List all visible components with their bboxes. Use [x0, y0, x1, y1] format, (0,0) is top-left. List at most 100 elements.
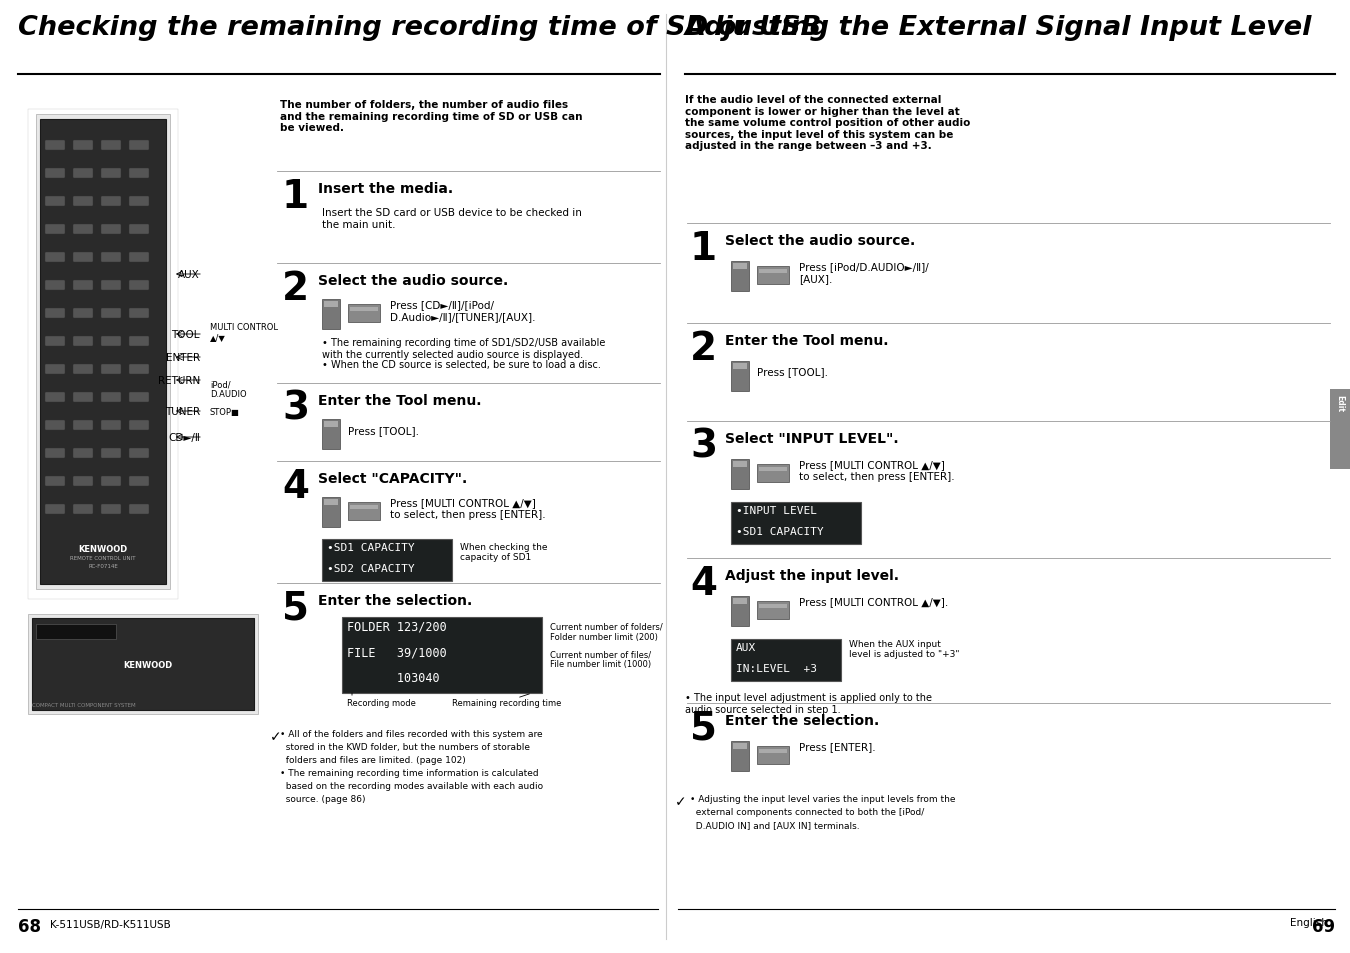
FancyBboxPatch shape	[45, 336, 65, 347]
FancyBboxPatch shape	[101, 476, 122, 486]
Text: source. (page 86): source. (page 86)	[279, 794, 366, 803]
FancyBboxPatch shape	[73, 169, 93, 179]
Text: Press [MULTI CONTROL ▲/▼].: Press [MULTI CONTROL ▲/▼].	[799, 597, 948, 606]
Bar	[733, 264, 747, 270]
FancyBboxPatch shape	[101, 504, 122, 515]
Text: • The remaining recording time of SD1/SD2/USB available
with the currently selec: • The remaining recording time of SD1/SD…	[323, 337, 605, 359]
FancyBboxPatch shape	[130, 365, 148, 375]
Bar	[1330, 390, 1350, 470]
FancyBboxPatch shape	[130, 420, 148, 431]
FancyBboxPatch shape	[73, 309, 93, 318]
Bar	[730, 597, 749, 626]
Text: folders and files are limited. (page 102): folders and files are limited. (page 102…	[279, 755, 466, 764]
FancyBboxPatch shape	[101, 336, 122, 347]
FancyBboxPatch shape	[73, 476, 93, 486]
FancyBboxPatch shape	[45, 225, 65, 234]
Text: REMOTE CONTROL UNIT: REMOTE CONTROL UNIT	[70, 556, 136, 560]
Bar	[730, 361, 749, 392]
FancyBboxPatch shape	[45, 365, 65, 375]
FancyBboxPatch shape	[130, 504, 148, 515]
Bar	[40, 120, 166, 584]
Text: K-511USB/RD-K511USB: K-511USB/RD-K511USB	[50, 919, 170, 929]
FancyBboxPatch shape	[45, 476, 65, 486]
Text: 69: 69	[1312, 917, 1335, 935]
Bar	[36, 624, 116, 639]
FancyBboxPatch shape	[101, 253, 122, 263]
Text: Enter the Tool menu.: Enter the Tool menu.	[319, 394, 482, 408]
Text: ENTER: ENTER	[166, 353, 200, 363]
FancyBboxPatch shape	[130, 336, 148, 347]
Bar	[323, 497, 340, 527]
FancyBboxPatch shape	[73, 449, 93, 458]
Text: RC-F0714E: RC-F0714E	[88, 563, 117, 568]
Bar	[757, 601, 788, 619]
FancyBboxPatch shape	[130, 449, 148, 458]
Bar	[730, 262, 749, 292]
FancyBboxPatch shape	[130, 169, 148, 179]
Text: based on the recording modes available with each audio: based on the recording modes available w…	[279, 781, 543, 790]
FancyBboxPatch shape	[45, 196, 65, 207]
Text: Checking the remaining recording time of SD or USB: Checking the remaining recording time of…	[18, 15, 821, 41]
FancyBboxPatch shape	[45, 309, 65, 318]
FancyBboxPatch shape	[130, 281, 148, 291]
FancyBboxPatch shape	[73, 393, 93, 402]
Text: AUX: AUX	[736, 642, 756, 652]
Text: • When the CD source is selected, be sure to load a disc.: • When the CD source is selected, be sur…	[323, 359, 601, 370]
Text: • Adjusting the input level varies the input levels from the: • Adjusting the input level varies the i…	[690, 794, 956, 803]
Text: TOOL: TOOL	[171, 330, 200, 339]
Text: 2: 2	[282, 270, 309, 308]
FancyBboxPatch shape	[130, 393, 148, 402]
Text: 3: 3	[282, 390, 309, 428]
Bar	[730, 639, 841, 681]
Text: AUX: AUX	[178, 270, 200, 280]
Text: If the audio level of the connected external
component is lower or higher than t: If the audio level of the connected exte…	[684, 95, 971, 152]
Text: Select "CAPACITY".: Select "CAPACITY".	[319, 472, 467, 485]
Bar	[730, 741, 749, 771]
Text: CD►/Ⅱ: CD►/Ⅱ	[169, 433, 200, 442]
Text: D.AUDIO IN] and [AUX IN] terminals.: D.AUDIO IN] and [AUX IN] terminals.	[690, 821, 860, 829]
Bar	[757, 464, 788, 482]
Text: MULTI CONTROL
▲/▼: MULTI CONTROL ▲/▼	[211, 323, 278, 342]
Bar	[342, 618, 541, 693]
Bar	[733, 364, 747, 370]
Text: IN:LEVEL  +3: IN:LEVEL +3	[736, 663, 817, 673]
Bar	[323, 419, 340, 450]
Text: Press [MULTI CONTROL ▲/▼]
to select, then press [ENTER].: Press [MULTI CONTROL ▲/▼] to select, the…	[799, 459, 954, 481]
Bar	[348, 502, 379, 520]
Text: Press [CD►/Ⅱ]/[iPod/
D.Audio►/Ⅱ]/[TUNER]/[AUX].: Press [CD►/Ⅱ]/[iPod/ D.Audio►/Ⅱ]/[TUNER]…	[390, 299, 536, 321]
FancyBboxPatch shape	[73, 420, 93, 431]
Text: 1: 1	[690, 230, 717, 268]
FancyBboxPatch shape	[130, 253, 148, 263]
FancyBboxPatch shape	[73, 225, 93, 234]
FancyBboxPatch shape	[101, 309, 122, 318]
Bar	[36, 115, 170, 589]
Bar	[28, 110, 178, 599]
Bar	[733, 461, 747, 468]
Text: • All of the folders and files recorded with this system are: • All of the folders and files recorded …	[279, 729, 543, 739]
Text: 5: 5	[282, 589, 309, 627]
Text: Current number of files/
File number limit (1000): Current number of files/ File number lim…	[549, 649, 651, 669]
FancyBboxPatch shape	[45, 504, 65, 515]
FancyBboxPatch shape	[130, 141, 148, 151]
Text: 4: 4	[690, 564, 717, 602]
FancyBboxPatch shape	[130, 196, 148, 207]
FancyBboxPatch shape	[101, 281, 122, 291]
Text: 1: 1	[282, 178, 309, 215]
FancyBboxPatch shape	[73, 196, 93, 207]
Text: The number of folders, the number of audio files
and the remaining recording tim: The number of folders, the number of aud…	[279, 100, 582, 133]
FancyBboxPatch shape	[73, 141, 93, 151]
FancyBboxPatch shape	[130, 476, 148, 486]
Text: 5: 5	[690, 709, 717, 747]
Bar	[323, 299, 340, 330]
FancyBboxPatch shape	[45, 449, 65, 458]
FancyBboxPatch shape	[45, 281, 65, 291]
FancyBboxPatch shape	[73, 253, 93, 263]
Text: Press [TOOL].: Press [TOOL].	[757, 367, 828, 376]
Bar	[757, 267, 788, 285]
Bar	[733, 743, 747, 749]
Text: Select the audio source.: Select the audio source.	[319, 274, 508, 288]
Bar	[324, 302, 338, 308]
Text: 103040: 103040	[347, 671, 440, 684]
FancyBboxPatch shape	[45, 253, 65, 263]
Text: Recording mode: Recording mode	[347, 699, 416, 707]
